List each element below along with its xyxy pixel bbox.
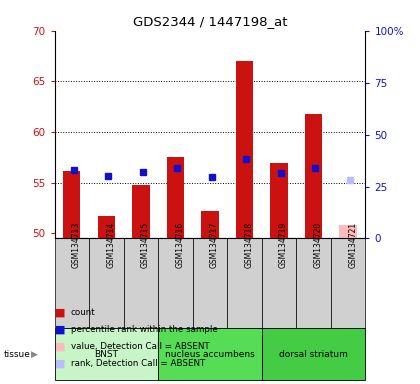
Text: nucleus accumbens: nucleus accumbens	[165, 350, 255, 359]
Text: GSM134718: GSM134718	[244, 222, 254, 268]
Title: GDS2344 / 1447198_at: GDS2344 / 1447198_at	[133, 15, 287, 28]
Bar	[132, 185, 150, 238]
Bar	[339, 225, 357, 238]
Text: ▶: ▶	[31, 350, 37, 359]
Text: GSM134720: GSM134720	[314, 222, 323, 268]
Bar	[297, 238, 331, 328]
Bar	[305, 114, 322, 238]
Text: ■: ■	[55, 359, 65, 369]
Text: GSM134719: GSM134719	[279, 222, 288, 268]
Bar	[236, 61, 253, 238]
Text: percentile rank within the sample: percentile rank within the sample	[71, 325, 217, 334]
Text: tissue: tissue	[4, 350, 31, 359]
Bar	[193, 238, 227, 328]
Bar	[55, 238, 89, 328]
Bar	[98, 216, 115, 238]
Bar	[262, 238, 297, 328]
Bar	[158, 238, 193, 328]
Text: GSM134713: GSM134713	[72, 222, 81, 268]
Text: value, Detection Call = ABSENT: value, Detection Call = ABSENT	[71, 342, 209, 351]
Bar	[270, 164, 288, 238]
Text: ■: ■	[55, 325, 65, 335]
Text: rank, Detection Call = ABSENT: rank, Detection Call = ABSENT	[71, 359, 205, 368]
Text: dorsal striatum: dorsal striatum	[279, 350, 348, 359]
Text: ■: ■	[55, 342, 65, 352]
Bar	[63, 170, 81, 238]
Bar	[89, 238, 123, 328]
Text: ■: ■	[55, 308, 65, 318]
Bar	[123, 238, 158, 328]
Bar	[158, 328, 262, 380]
Text: GSM134716: GSM134716	[176, 222, 184, 268]
Text: GSM134721: GSM134721	[348, 222, 357, 268]
Bar	[262, 328, 365, 380]
Bar	[227, 238, 262, 328]
Text: count: count	[71, 308, 95, 318]
Bar	[167, 157, 184, 238]
Text: GSM134715: GSM134715	[141, 222, 150, 268]
Bar	[55, 328, 158, 380]
Text: GSM134714: GSM134714	[106, 222, 116, 268]
Text: GSM134717: GSM134717	[210, 222, 219, 268]
Bar	[331, 238, 365, 328]
Bar	[201, 211, 219, 238]
Text: BNST: BNST	[94, 350, 118, 359]
